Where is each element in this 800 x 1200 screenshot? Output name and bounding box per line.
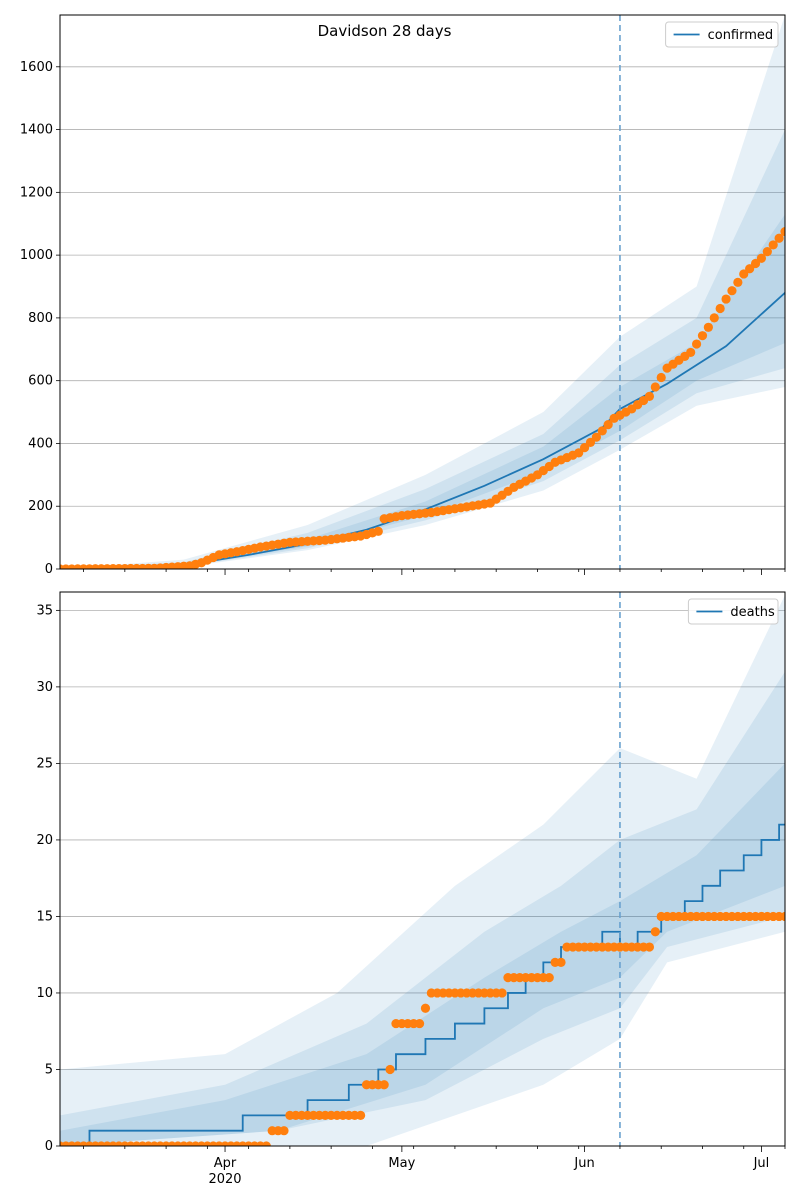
observed-point: [768, 240, 778, 250]
legend: deaths: [687, 598, 779, 625]
observed-point: [373, 526, 383, 536]
confidence-band: [60, 214, 785, 569]
observed-point: [579, 443, 590, 453]
observed-point: [721, 294, 731, 304]
observed-point: [686, 347, 696, 358]
observed-point: [739, 269, 749, 279]
y-tick-label: 1000: [20, 248, 53, 263]
observed-point: [603, 420, 613, 430]
observed-point: [691, 339, 702, 349]
legend-box: [665, 21, 779, 48]
observed-point: [591, 432, 601, 442]
observed-point: [644, 942, 655, 952]
observed-point: [585, 437, 596, 448]
axes-frame: [59, 591, 786, 1147]
observed-point: [780, 226, 785, 237]
confidence-band: [60, 763, 785, 1146]
observed-point: [703, 322, 713, 332]
y-tick-label: 1400: [20, 123, 53, 138]
y-tick-label: 200: [28, 499, 53, 514]
observed-point: [261, 1141, 271, 1146]
x-tick-label: Jul: [753, 1156, 770, 1171]
y-tick-label: 600: [28, 374, 53, 389]
observed-point: [279, 1126, 289, 1136]
confidence-band: [60, 595, 785, 1146]
y-tick-label: 0: [45, 562, 53, 577]
observed-point: [385, 1064, 395, 1075]
observed-point: [756, 253, 767, 263]
observed-point: [715, 303, 725, 314]
observed-point: [544, 973, 554, 983]
y-tick-label: 800: [28, 311, 53, 326]
observed-point: [597, 426, 607, 436]
observed-point: [656, 372, 666, 383]
observed-point: [644, 391, 655, 401]
observed-point: [709, 313, 719, 323]
y-tick-label: 35: [36, 603, 53, 618]
model-line: [60, 823, 785, 1146]
axes-frame: [59, 14, 786, 570]
observed-point: [774, 233, 784, 243]
legend: confirmed: [665, 21, 779, 48]
observed-point: [780, 911, 785, 922]
observed-point: [697, 331, 708, 341]
confidence-band: [60, 671, 785, 1146]
observed-point: [556, 957, 566, 967]
observed-point: [650, 382, 660, 392]
y-tick-label: 30: [36, 680, 53, 695]
x-tick-sublabel: 2020: [208, 1172, 241, 1187]
y-tick-label: 1600: [20, 60, 53, 75]
observed-point: [420, 1003, 431, 1013]
observed-point: [727, 286, 737, 296]
y-tick-label: 5: [45, 1062, 53, 1077]
y-tick-label: 10: [36, 986, 53, 1001]
legend-box: [687, 598, 779, 625]
observed-point: [379, 1080, 389, 1090]
chart-title: Davidson 28 days: [318, 22, 452, 40]
y-tick-label: 15: [36, 909, 53, 924]
y-tick-label: 1200: [20, 185, 53, 200]
confirmed-panel: 0 200 400 600 800 1000 1200 1400 1600 Davidson 28…: [20, 14, 786, 577]
observed-point: [414, 1018, 425, 1029]
observed-point: [750, 258, 761, 269]
legend-label: deaths: [730, 605, 775, 620]
observed-point: [733, 277, 743, 287]
plot-area: [60, 15, 785, 569]
plot-area: [60, 592, 785, 1146]
legend-label: confirmed: [708, 28, 774, 43]
x-tick-label: Apr: [214, 1156, 237, 1171]
y-tick-label: 400: [28, 436, 53, 451]
confidence-band: [60, 15, 785, 569]
y-tick-label: 0: [45, 1139, 53, 1154]
observed-point: [650, 927, 660, 937]
observed-point: [762, 246, 772, 257]
observed-point: [574, 448, 584, 458]
y-tick-label: 20: [36, 833, 53, 848]
y-tick-label: 25: [36, 756, 53, 771]
x-tick-label: May: [388, 1156, 415, 1171]
observed-point: [497, 988, 507, 998]
x-tick-label: Jun: [573, 1156, 594, 1171]
observed-point: [356, 1110, 366, 1120]
observed-point: [745, 264, 755, 274]
